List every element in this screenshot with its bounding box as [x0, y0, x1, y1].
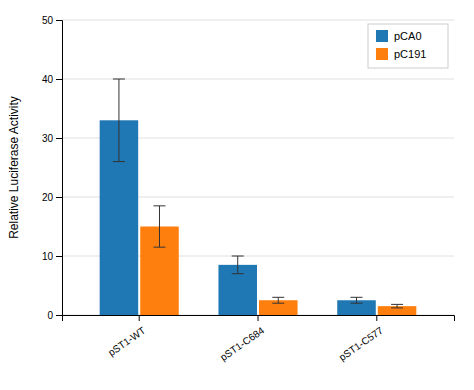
y-axis-line	[56, 21, 63, 316]
plot: 0 10 20 30 40 50 pST1-WT pST1-C684 pST1-C577 Rela…	[7, 15, 455, 363]
legend-box	[368, 24, 448, 68]
error-bar-line	[351, 297, 363, 303]
y-tick-label: 10	[42, 251, 54, 262]
y-tick-mark	[56, 79, 62, 80]
y-tick-label: 40	[42, 74, 54, 85]
x-tick: pST1-C684	[218, 315, 267, 363]
y-axis: 0 10 20 30 40 50	[42, 15, 63, 321]
x-tick: pST1-WT	[106, 315, 147, 358]
y-tick: 0	[47, 310, 62, 321]
error-bar	[272, 297, 284, 303]
error-bar	[351, 297, 363, 303]
y-tick-label: 50	[42, 15, 54, 26]
y-tick-mark	[56, 138, 62, 139]
y-tick-mark	[56, 197, 62, 198]
y-axis-title: Relative Luciferase Activity	[7, 96, 21, 239]
marks	[100, 79, 417, 315]
y-tick-mark	[56, 20, 62, 21]
legend: pCA0 pC191	[368, 24, 448, 68]
y-tick: 40	[42, 74, 62, 85]
error-bar	[232, 256, 244, 274]
y-tick: 30	[42, 133, 62, 144]
x-tick-label: pST1-C684	[218, 324, 267, 363]
error-bar-line	[153, 206, 165, 247]
y-tick: 10	[42, 251, 62, 262]
y-tick-label: 20	[42, 192, 54, 203]
grid	[62, 20, 454, 315]
series-1	[140, 206, 416, 315]
x-axis: pST1-WT pST1-C684 pST1-C577	[63, 315, 455, 363]
legend-item: pC191	[376, 48, 426, 60]
legend-label: pC191	[394, 48, 426, 60]
legend-swatch	[376, 30, 388, 42]
y-tick-label: 30	[42, 133, 54, 144]
y-tick: 20	[42, 192, 62, 203]
error-bar	[391, 304, 403, 308]
x-tick-mark	[139, 315, 140, 321]
x-tick-mark	[376, 315, 377, 321]
x-tick-label: pST1-WT	[106, 325, 147, 359]
error-bar-line	[232, 256, 244, 274]
error-bar-line	[391, 304, 403, 308]
series-0	[100, 79, 376, 315]
legend-label: pCA0	[394, 30, 422, 42]
chart-svg: 0 10 20 30 40 50 pST1-WT pST1-C684 pST1-C577 Rela…	[0, 0, 474, 390]
x-tick-mark	[258, 315, 259, 321]
legend-item: pCA0	[376, 30, 422, 42]
error-bar	[153, 206, 165, 247]
y-tick-mark	[56, 256, 62, 257]
grid-line	[62, 20, 454, 21]
legend-swatch	[376, 48, 388, 60]
error-bar-line	[113, 79, 125, 162]
y-tick: 50	[42, 15, 62, 26]
error-bar-line	[272, 297, 284, 303]
y-tick-label: 0	[47, 310, 53, 321]
y-tick-mark	[56, 315, 62, 316]
x-tick-label: pST1-C577	[337, 324, 386, 363]
x-tick: pST1-C577	[337, 315, 386, 363]
x-axis-line	[63, 316, 455, 322]
error-bar	[113, 79, 125, 162]
